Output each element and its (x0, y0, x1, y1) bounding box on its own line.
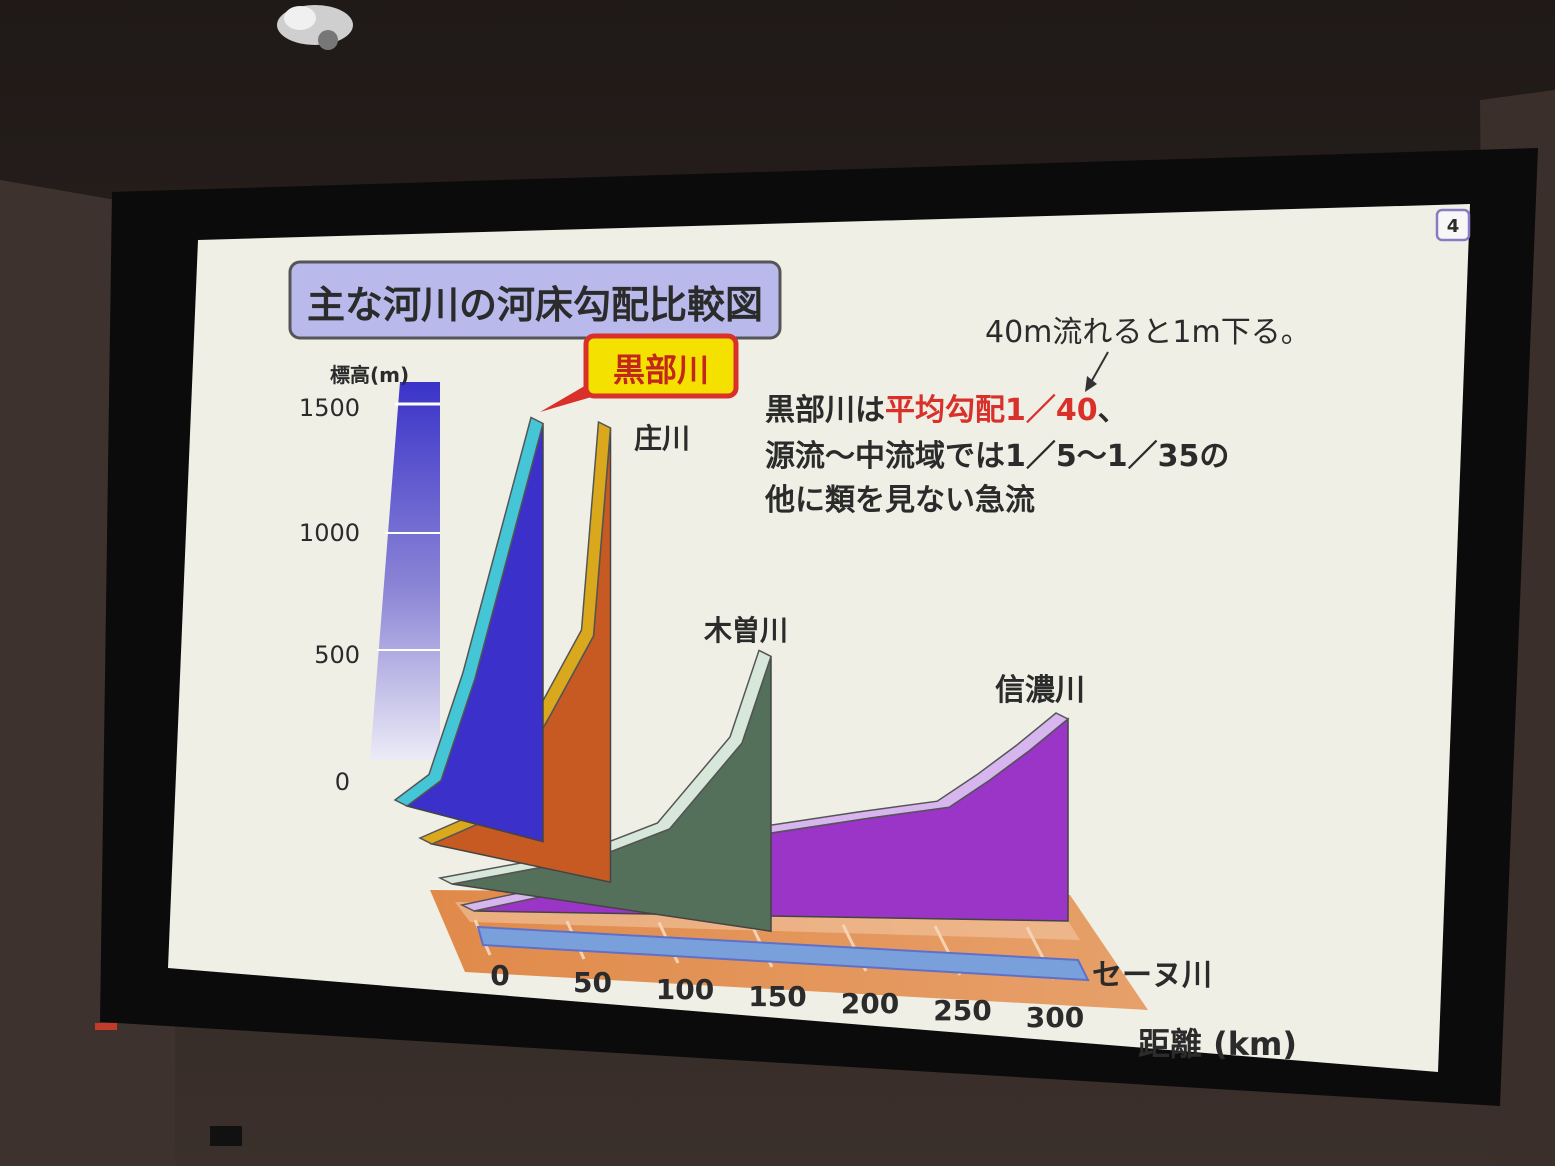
note-arrow (1085, 351, 1109, 392)
x-tick-label: 100 (656, 973, 714, 1006)
note-line-1-highlight: 平均勾配1／40 (885, 393, 1098, 428)
x-tick-label: 200 (841, 987, 899, 1020)
callout-kurobe-label: 黒部川 (613, 351, 709, 389)
river-profiles (393, 416, 1090, 982)
note-line-1: 黒部川は平均勾配1／40、 (765, 393, 1128, 428)
y-tick-label: 1500 (299, 394, 360, 422)
series-label-shogawa: 庄川 (634, 422, 690, 455)
x-tick-label: 150 (748, 980, 806, 1013)
x-axis-ticks: 0 50 100 150 200 250 300 (490, 959, 1084, 1034)
screen-brand-mark (95, 1023, 117, 1030)
slide-title: 主な河川の河床勾配比較図 (307, 283, 763, 327)
y-tick-label: 1000 (299, 519, 360, 547)
series-area-seine (476, 925, 1090, 982)
x-tick-label: 250 (933, 994, 991, 1027)
series-label-shinano: 信濃川 (995, 673, 1085, 708)
y-axis-ticks: 0 500 1000 1500 (299, 394, 360, 796)
note-arrow-label: 40m流れると1m下る。 (985, 315, 1311, 350)
elevation-scale-bar (370, 382, 440, 760)
page-number-badge: 4 (1435, 208, 1471, 242)
ceiling-camera (277, 5, 353, 50)
note-line-1-prefix: 黒部川は (765, 393, 885, 428)
y-tick-label: 500 (314, 641, 360, 669)
x-tick-label: 300 (1026, 1001, 1084, 1034)
note-line-3: 他に類を見ない急流 (764, 483, 1035, 518)
y-tick-label: 0 (335, 768, 350, 796)
x-tick-label: 0 (490, 959, 509, 992)
y-axis-label: 標高(m) (330, 363, 409, 387)
x-tick-label: 50 (573, 966, 612, 999)
series-edge-kurobe (393, 416, 544, 807)
x-axis-label: 距離 (km) (1138, 1025, 1297, 1063)
note-line-1-suffix: 、 (1098, 393, 1128, 428)
series-label-kiso: 木曽川 (703, 614, 788, 647)
floor-outlet (210, 1126, 242, 1146)
slide-title-box: 主な河川の河床勾配比較図 (288, 260, 782, 340)
note-line-2: 源流～中流域では1／5～1／35の (765, 439, 1229, 474)
callout-kurobe: 黒部川 (540, 333, 739, 412)
series-label-seine: セーヌ川 (1092, 958, 1212, 993)
page-number: 4 (1447, 216, 1460, 237)
